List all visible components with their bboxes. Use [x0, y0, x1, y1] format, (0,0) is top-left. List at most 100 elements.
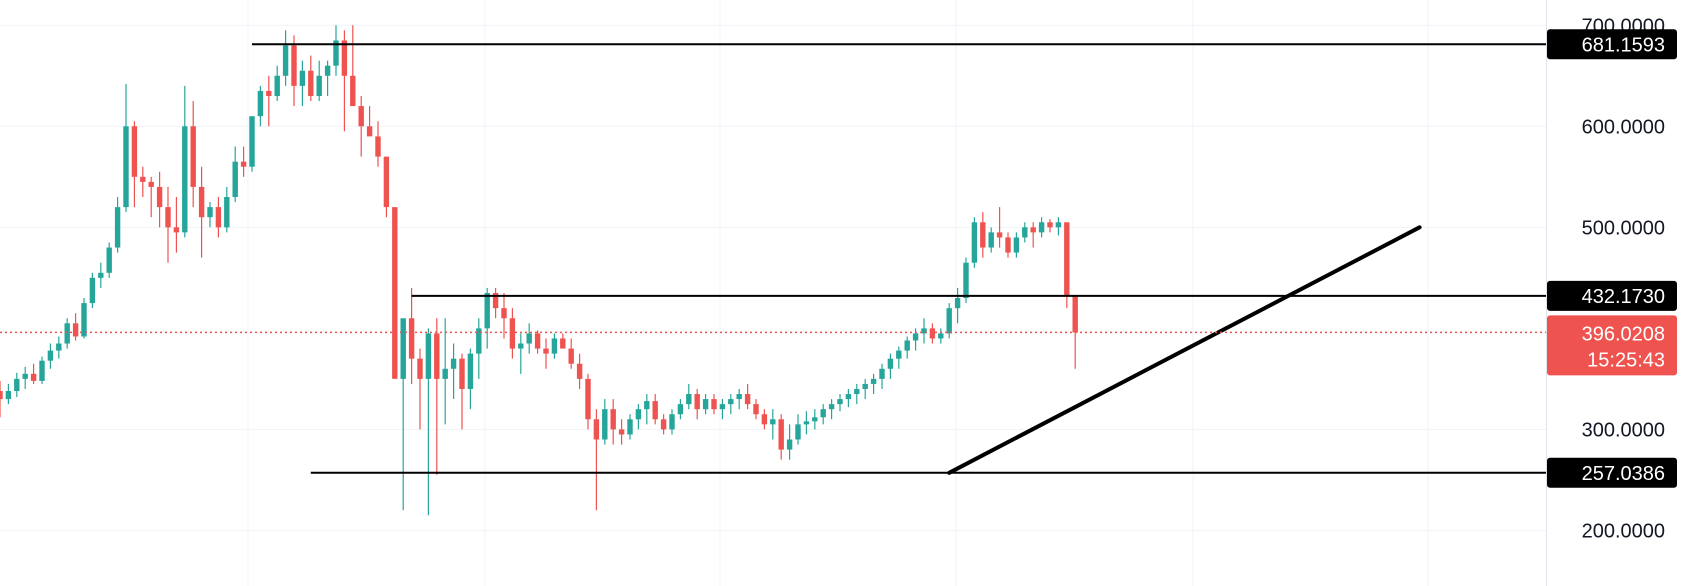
y-tick-label: 600.0000 [1582, 116, 1665, 138]
candle-body [711, 399, 717, 410]
candle-body [912, 333, 919, 341]
candle-body [224, 197, 230, 228]
candle-body [1030, 227, 1036, 233]
candle-body [820, 409, 826, 418]
candle-body [938, 333, 944, 339]
candle-body [686, 394, 692, 405]
level-price-tag-text: 681.1593 [1582, 34, 1665, 56]
candle-body [341, 40, 348, 76]
candle-body [1072, 296, 1078, 333]
candle-body [534, 333, 541, 349]
candle-body [778, 419, 784, 450]
candle-body [980, 222, 986, 248]
candle-body [837, 399, 843, 405]
candle-body [870, 378, 877, 384]
candle-body [392, 207, 398, 379]
candle-body [795, 424, 801, 440]
candle-body [400, 318, 406, 379]
candle-body [274, 75, 280, 96]
candle-body [22, 373, 28, 379]
candle-body [526, 333, 532, 344]
last-price-tag: 396.0208 15:25:43 [1547, 315, 1677, 376]
candle-body [333, 40, 339, 66]
candle-body [753, 404, 759, 415]
candle-body [198, 186, 205, 218]
candle-body [316, 75, 322, 96]
level-price-tag-background [1547, 29, 1677, 60]
level-price-tag: 257.0386 [1547, 457, 1677, 488]
candle-body [568, 348, 574, 364]
candle-body [963, 262, 969, 299]
candle-body [56, 343, 62, 351]
candle-body [954, 298, 961, 309]
candle-body [366, 126, 373, 137]
candle-body [501, 308, 507, 319]
candle-body [47, 350, 54, 361]
candle-body [946, 308, 952, 334]
candle-body [879, 368, 885, 379]
candle-body [509, 318, 516, 349]
candle-body [467, 353, 474, 389]
candle-body [971, 222, 978, 263]
candle-body [257, 90, 264, 117]
price-axis-labels: 681.1593 432.1730 257.0386 396.0208 15:25:43 [1547, 29, 1677, 488]
candle-body [240, 161, 247, 167]
trendline-layer[interactable] [947, 225, 1422, 475]
candle-body [1055, 222, 1062, 228]
candle-body [459, 358, 465, 389]
candle-body [165, 207, 171, 228]
candle-body [660, 419, 667, 430]
candle-body [736, 394, 742, 400]
candle-body [921, 328, 927, 334]
candle-body [1013, 237, 1020, 253]
candle-body [324, 65, 331, 76]
candle-body [585, 378, 591, 420]
candle-body [854, 388, 860, 395]
grid-lines [247, 0, 1429, 586]
candle-body [190, 126, 196, 187]
candle-body [114, 207, 121, 248]
candle-body [862, 383, 868, 389]
candle-body [929, 328, 936, 339]
candle-body [770, 419, 776, 425]
candle-body [81, 303, 87, 337]
candle-body [560, 338, 566, 349]
level-price-tag-text: 257.0386 [1582, 463, 1665, 485]
candle-body [627, 419, 633, 435]
candle-body [350, 75, 356, 107]
candle-body [123, 126, 129, 208]
trendline[interactable] [947, 225, 1422, 475]
candle-body [207, 207, 213, 218]
level-price-tag: 681.1593 [1547, 29, 1677, 60]
candle-body [417, 358, 423, 379]
candle-body [492, 293, 499, 309]
candle-body [996, 232, 1003, 238]
horizontal-level-lines[interactable] [252, 43, 1546, 474]
candle-body [644, 401, 650, 410]
level-price-tag-background [1547, 280, 1677, 311]
candle-body [786, 439, 793, 450]
candle-body [719, 404, 726, 410]
candle-body [593, 419, 600, 440]
candle-body [1022, 227, 1028, 238]
candle-body [635, 409, 642, 420]
level-price-tag-background [1547, 457, 1677, 488]
candle-body [1064, 222, 1070, 297]
candle-body [1047, 222, 1053, 228]
candle-body [383, 156, 390, 208]
candle-body [518, 343, 524, 349]
candle-body [896, 350, 902, 359]
candle-body [131, 126, 138, 177]
candle-body [476, 328, 482, 354]
candle-body [106, 247, 112, 273]
candle-body [702, 399, 709, 410]
candlestick-series [0, 25, 1078, 516]
y-tick-label: 500.0000 [1582, 217, 1665, 239]
candle-body [761, 414, 768, 425]
candle-body [375, 136, 381, 157]
last-price-value: 396.0208 [1582, 323, 1665, 345]
candle-body [728, 399, 734, 405]
candle-body [282, 45, 289, 76]
